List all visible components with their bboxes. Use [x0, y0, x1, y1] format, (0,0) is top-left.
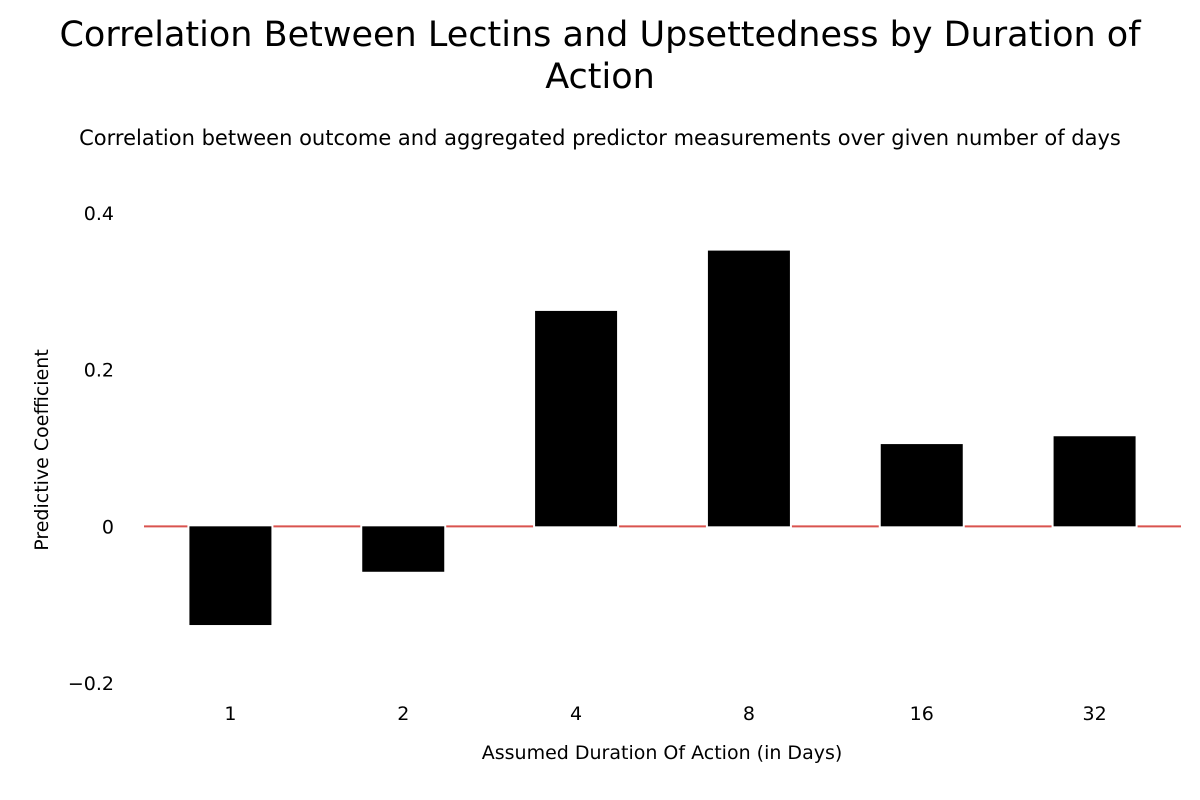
bar-16 — [880, 444, 963, 527]
y-tick-label: 0.2 — [84, 360, 114, 382]
chart-subtitle: Correlation between outcome and aggregat… — [79, 126, 1121, 150]
x-tick-label: 4 — [570, 703, 582, 725]
bars-group — [189, 250, 1136, 626]
x-tick-label: 8 — [743, 703, 755, 725]
bar-8 — [707, 250, 790, 527]
y-tick-label: −0.2 — [68, 673, 114, 695]
chart-title: Correlation Between Lectins and Upsetted… — [59, 15, 1141, 97]
bar-1 — [189, 526, 272, 626]
bar-2 — [362, 526, 445, 572]
x-tick-label: 1 — [224, 703, 236, 725]
x-axis-ticks: 1 2 4 8 16 32 — [224, 703, 1106, 725]
x-tick-label: 16 — [910, 703, 934, 725]
bar-4 — [535, 310, 618, 527]
x-tick-label: 2 — [397, 703, 409, 725]
y-axis-ticks: 0.4 0.2 0 −0.2 — [68, 203, 114, 695]
x-axis-label: Assumed Duration Of Action (in Days) — [482, 742, 843, 764]
bar-32 — [1053, 436, 1136, 527]
x-tick-label: 32 — [1082, 703, 1106, 725]
y-tick-label: 0.4 — [84, 203, 114, 225]
y-tick-label: 0 — [102, 516, 114, 538]
y-axis-label: Predictive Coefficient — [31, 349, 53, 551]
